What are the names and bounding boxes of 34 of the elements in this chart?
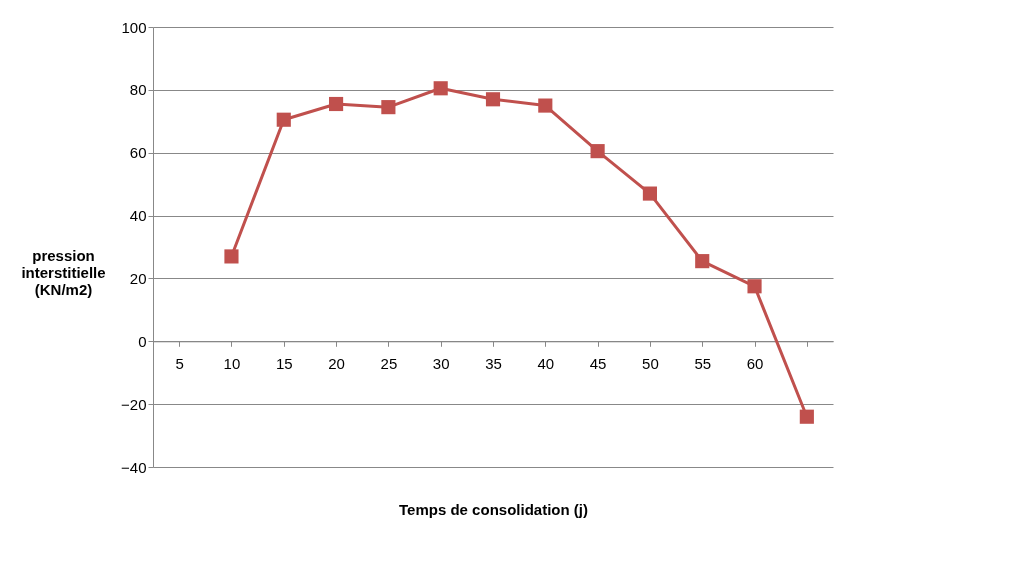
point: [485, 92, 501, 107]
point: [799, 409, 814, 424]
x-tick-label: 30: [432, 354, 450, 372]
point: [590, 144, 605, 159]
y-tick-label: −40: [121, 458, 147, 476]
point: [276, 112, 291, 127]
x-tick-label: 25: [380, 354, 398, 372]
point: [642, 186, 657, 201]
point: [433, 81, 448, 96]
point: [224, 249, 239, 264]
y-tick-label: 60: [129, 144, 147, 162]
x-tick-label: 10: [223, 354, 241, 372]
x-tick-label: 55: [694, 354, 712, 372]
x-tick-label: 35: [485, 354, 502, 372]
x-tick-label: 20: [328, 354, 345, 372]
y-tick-label: 0: [138, 332, 147, 350]
x-axis-title: Temps de consolidation (j): [399, 500, 588, 518]
point: [329, 96, 344, 112]
x-tick-label: 5: [175, 354, 184, 372]
point: [538, 98, 553, 113]
x-tick-label: 50: [642, 354, 659, 372]
y-axis-title: pression interstitielle (KN/m2): [21, 247, 106, 299]
y-tick-label: 80: [129, 81, 147, 99]
point: [747, 279, 762, 294]
x-tick-label: 45: [589, 354, 607, 372]
point: [695, 254, 710, 269]
y-tick-label: 40: [129, 207, 147, 225]
y-tick-label: 100: [121, 18, 147, 36]
x-tick-label: 15: [275, 354, 293, 372]
y-tick-label: −20: [121, 395, 147, 413]
point: [381, 100, 396, 115]
x-tick-label: 60: [746, 354, 764, 372]
x-tick-label: 40: [537, 354, 555, 372]
y-tick-label: 20: [129, 269, 147, 287]
